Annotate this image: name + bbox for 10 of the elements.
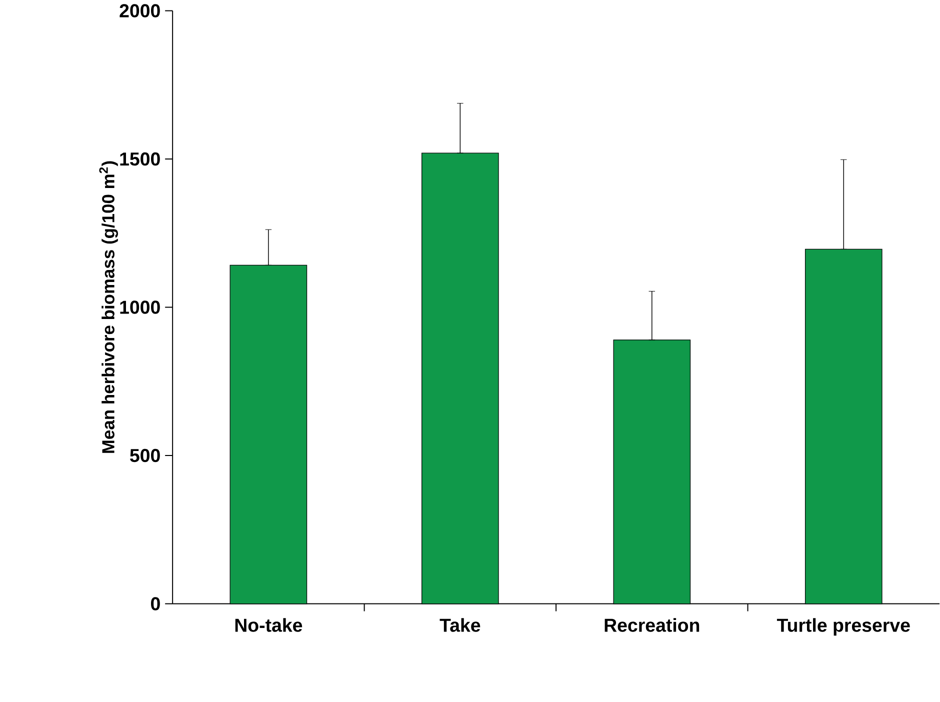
y-tick-label: 1000: [120, 300, 160, 314]
x-tick-label: Take: [440, 618, 480, 632]
y-axis-title: Mean herbivore biomass (g/100 m$^{2}$): [99, 162, 118, 454]
x-tick-label: Recreation: [604, 618, 700, 632]
y-tick-label: 1500: [120, 152, 160, 166]
x-tick-label: Turtle preserve: [776, 618, 910, 636]
y-tick-label: 0: [151, 597, 160, 611]
x-tick-label: No-take: [235, 618, 302, 632]
y-tick-label: 2000: [120, 4, 160, 18]
y-tick-label: 500: [130, 449, 160, 462]
